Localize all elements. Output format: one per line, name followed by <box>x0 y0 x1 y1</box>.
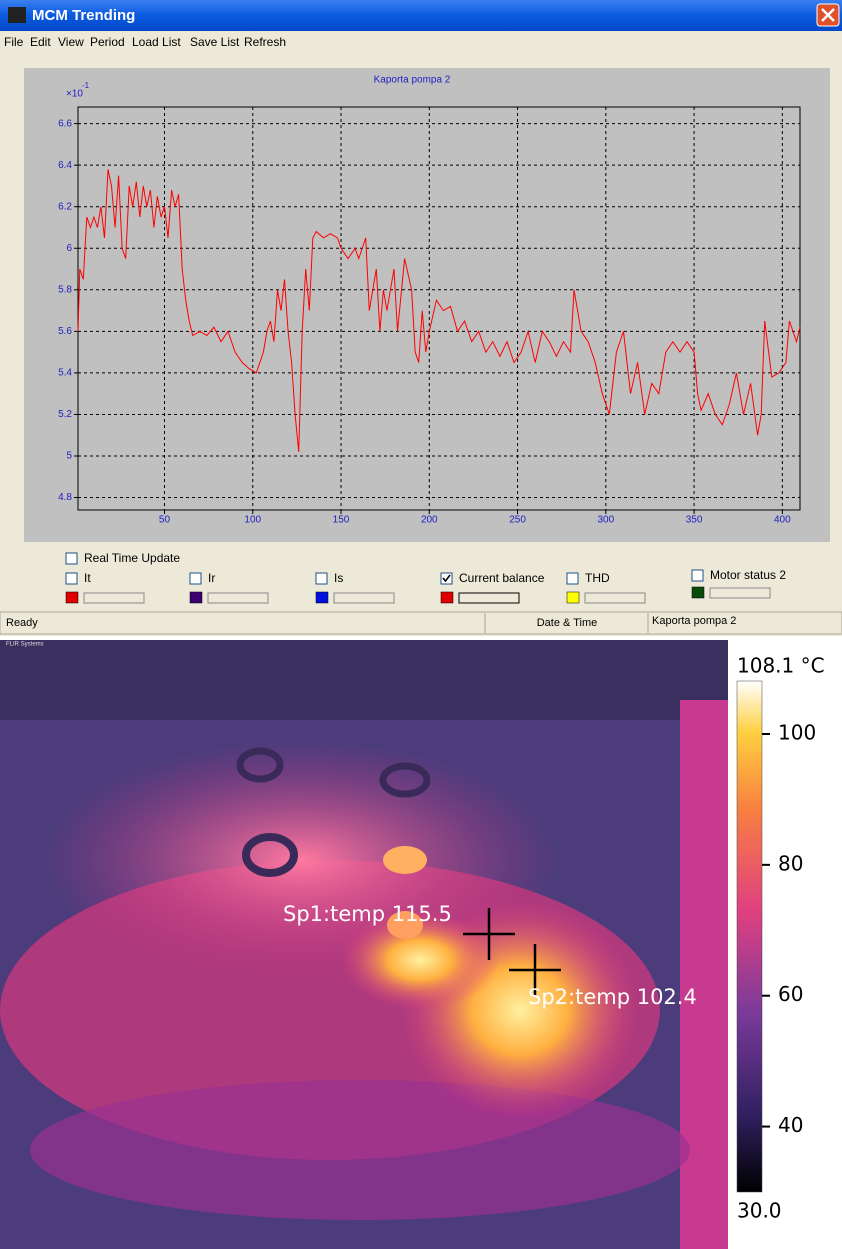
checkbox[interactable] <box>566 572 579 585</box>
y-tick-label: 5.2 <box>58 409 72 420</box>
colorbar-label: 40 <box>778 1113 803 1137</box>
y-tick-label: 5.6 <box>58 326 72 337</box>
channel-color <box>691 586 705 599</box>
x-tick-label: 300 <box>597 515 614 526</box>
x-tick-label: 150 <box>333 515 350 526</box>
checkbox-label: Motor status 2 <box>710 568 786 582</box>
menu-item[interactable]: Save List <box>190 35 240 49</box>
y-tick-label: 6.6 <box>58 118 72 129</box>
checkbox[interactable] <box>691 569 704 582</box>
checkbox-label: Current balance <box>459 571 545 585</box>
crosshair <box>463 908 515 960</box>
y-tick-label: 5.8 <box>58 284 72 295</box>
checkbox-label: THD <box>585 571 610 585</box>
plot-box <box>77 106 801 511</box>
spot-label: Sp1:temp 115.5 <box>283 902 452 926</box>
channel-button[interactable] <box>83 592 145 604</box>
brand: FLIR Systems <box>6 642 44 648</box>
checkmark <box>442 574 451 583</box>
thermal-region <box>0 640 728 720</box>
thermal-region <box>680 700 728 1249</box>
channel-button[interactable] <box>458 592 520 604</box>
window-title: MCM Trending <box>32 7 135 24</box>
channel-button[interactable] <box>584 592 646 604</box>
y-scale-label: ×10 <box>66 89 83 100</box>
checkbox[interactable] <box>189 572 202 585</box>
checkbox-label: Ir <box>208 571 215 585</box>
y-scale-exponent: -1 <box>82 81 90 90</box>
status-channel: Kaporta pompa 2 <box>652 615 736 627</box>
checkbox[interactable] <box>65 572 78 585</box>
x-tick-label: 200 <box>421 515 438 526</box>
thermal-hotspot <box>340 910 500 1010</box>
x-tick-label: 50 <box>159 515 171 526</box>
y-tick-label: 6 <box>66 243 72 254</box>
colorbar-label: 60 <box>778 982 803 1006</box>
chart-title: Kaporta pompa 2 <box>374 75 451 86</box>
menu-item[interactable]: View <box>58 35 84 49</box>
channel-color <box>315 591 329 604</box>
status-ready: Ready <box>6 617 38 629</box>
colorbar <box>736 680 763 1193</box>
x-tick-label: 350 <box>686 515 703 526</box>
channel-color <box>189 591 203 604</box>
menu-item[interactable]: File <box>4 35 24 49</box>
y-tick-label: 5.4 <box>58 368 72 379</box>
channel-button[interactable] <box>333 592 395 604</box>
thermal-hotspot <box>387 911 423 939</box>
menu-item[interactable]: Refresh <box>244 35 286 49</box>
y-tick-label: 6.4 <box>58 160 72 171</box>
x-tick-label: 100 <box>244 515 261 526</box>
status-bar <box>0 611 842 635</box>
y-tick-label: 5 <box>66 451 72 462</box>
colorbar-label: 30.0 <box>737 1199 782 1223</box>
channel-color <box>440 591 454 604</box>
channel-button[interactable] <box>207 592 269 604</box>
colorbar-label: 80 <box>778 851 803 875</box>
crosshair <box>509 944 561 996</box>
thermal-hotspot <box>383 846 427 874</box>
checkbox[interactable] <box>315 572 328 585</box>
spot-label: Sp2:temp 102.4 <box>528 985 697 1009</box>
thermal-ring <box>379 762 431 798</box>
status-datetime: Date & Time <box>537 617 598 629</box>
y-tick-label: 4.8 <box>58 492 72 503</box>
thermal-ring <box>236 747 284 783</box>
menu-item[interactable]: Edit <box>30 35 51 49</box>
data-line <box>77 169 801 452</box>
thermal-ring <box>242 833 298 877</box>
colorbar-label: 100 <box>778 720 816 744</box>
close-icon <box>821 8 835 22</box>
app-icon <box>8 7 26 23</box>
x-tick-label: 400 <box>774 515 791 526</box>
menu-item[interactable]: Load List <box>132 35 181 49</box>
title-bar <box>0 0 842 31</box>
checkbox-label: Is <box>334 571 343 585</box>
channel-color <box>65 591 79 604</box>
channel-color <box>566 591 580 604</box>
checkbox[interactable] <box>65 552 78 565</box>
x-tick-label: 250 <box>509 515 526 526</box>
checkbox-label: Real Time Update <box>84 551 180 565</box>
colorbar-label: 108.1 °C <box>737 654 825 678</box>
y-tick-label: 6.2 <box>58 201 72 212</box>
thermal-region <box>30 1080 690 1220</box>
checkbox-label: It <box>84 571 91 585</box>
channel-button[interactable] <box>709 587 771 599</box>
menu-item[interactable]: Period <box>90 35 125 49</box>
